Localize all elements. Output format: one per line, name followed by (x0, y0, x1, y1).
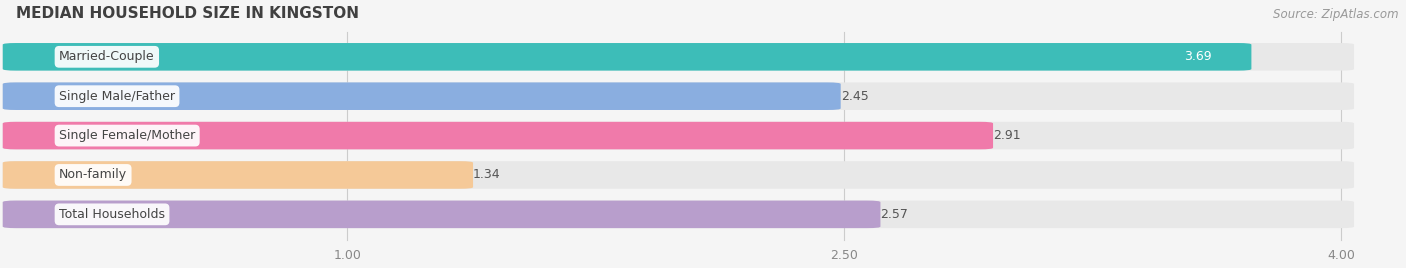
FancyBboxPatch shape (3, 83, 1354, 110)
Text: 3.69: 3.69 (1184, 50, 1212, 63)
Text: Source: ZipAtlas.com: Source: ZipAtlas.com (1274, 8, 1399, 21)
Text: 2.57: 2.57 (880, 208, 908, 221)
FancyBboxPatch shape (3, 122, 1354, 149)
FancyBboxPatch shape (3, 200, 880, 228)
Text: 2.91: 2.91 (993, 129, 1021, 142)
Text: Single Female/Mother: Single Female/Mother (59, 129, 195, 142)
FancyBboxPatch shape (3, 43, 1354, 70)
Text: Single Male/Father: Single Male/Father (59, 90, 174, 103)
FancyBboxPatch shape (3, 200, 1354, 228)
FancyBboxPatch shape (3, 122, 993, 149)
FancyBboxPatch shape (3, 43, 1251, 70)
Text: Married-Couple: Married-Couple (59, 50, 155, 63)
Text: 2.45: 2.45 (841, 90, 869, 103)
FancyBboxPatch shape (3, 161, 1354, 189)
FancyBboxPatch shape (3, 83, 841, 110)
Text: Non-family: Non-family (59, 169, 127, 181)
Text: Total Households: Total Households (59, 208, 165, 221)
FancyBboxPatch shape (3, 161, 472, 189)
Text: 1.34: 1.34 (472, 169, 501, 181)
Text: MEDIAN HOUSEHOLD SIZE IN KINGSTON: MEDIAN HOUSEHOLD SIZE IN KINGSTON (15, 6, 359, 21)
